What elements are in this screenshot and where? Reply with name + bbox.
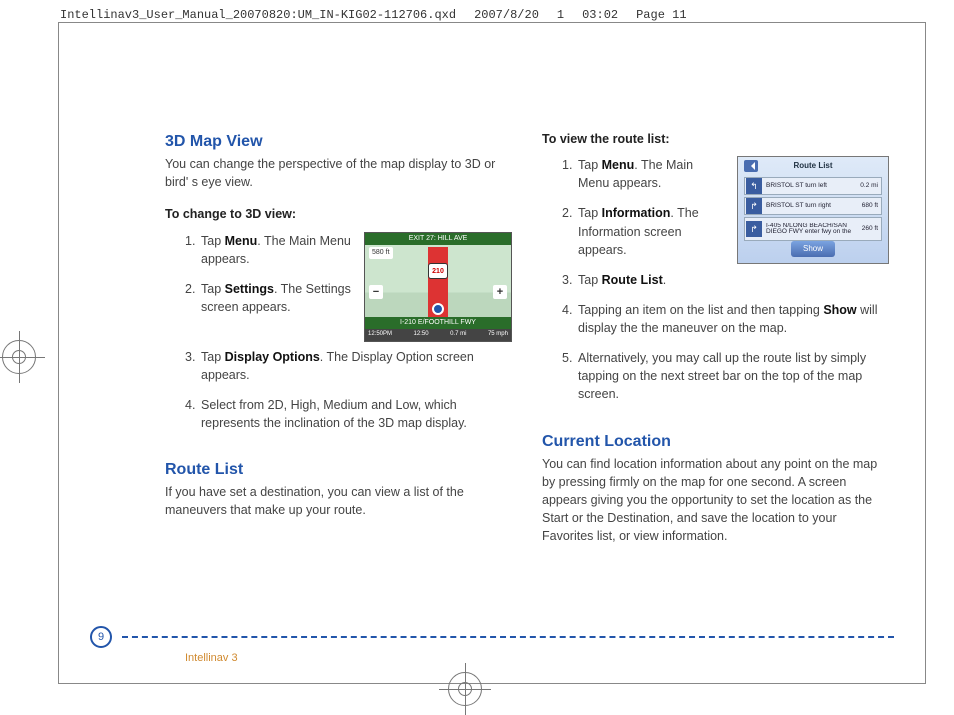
header-seq: 1 bbox=[557, 8, 564, 22]
subhead-view-route-list: To view the route list: bbox=[542, 130, 889, 148]
registration-mark-left bbox=[2, 340, 36, 374]
step-2: 2.Tap Information. The Information scree… bbox=[562, 204, 889, 258]
map-bottom-street: I-210 E/FOOTHILL FWY bbox=[365, 317, 511, 329]
step-3: 3. Tap Display Options. The Display Opti… bbox=[185, 348, 512, 384]
step-3: 3.Tap Route List. bbox=[562, 271, 889, 289]
heading-3d-map-view: 3D Map View bbox=[165, 130, 512, 153]
column-left: 3D Map View You can change the perspecti… bbox=[165, 130, 512, 559]
steps-route-list-cont: 3.Tap Route List. 4.Tapping an item on t… bbox=[542, 271, 889, 404]
step-2: 2.Tap Settings. The Settings screen appe… bbox=[185, 280, 512, 316]
step-4: 4. Select from 2D, High, Medium and Low,… bbox=[185, 396, 512, 432]
registration-mark-bottom bbox=[448, 672, 482, 706]
header-time: 03:02 bbox=[582, 8, 618, 22]
page-footer: 9 bbox=[90, 626, 894, 648]
status-speed: 75 mph bbox=[488, 330, 508, 339]
intro-3d: You can change the perspective of the ma… bbox=[165, 155, 512, 191]
step-4: 4.Tapping an item on the list and then t… bbox=[562, 301, 889, 337]
map-status-bar: 12:50PM 12:50 0.7 mi 75 mph bbox=[365, 329, 511, 341]
steps-3d-view-cont: 3. Tap Display Options. The Display Opti… bbox=[165, 348, 512, 433]
subhead-change-3d: To change to 3D view: bbox=[165, 205, 512, 223]
intro-current-location: You can find location information about … bbox=[542, 455, 889, 546]
status-time: 12:50PM bbox=[368, 330, 392, 339]
intro-route-list: If you have set a destination, you can v… bbox=[165, 483, 512, 519]
page-number-badge: 9 bbox=[90, 626, 112, 648]
footer-dashes bbox=[122, 636, 894, 638]
product-name: Intellinav 3 bbox=[185, 652, 238, 664]
step-5: 5. Alternatively, you may call up the ro… bbox=[562, 349, 889, 403]
step-1: 1.Tap Menu. The Main Menu appears. bbox=[185, 232, 512, 268]
page-content: 3D Map View You can change the perspecti… bbox=[165, 130, 889, 559]
status-dist: 0.7 mi bbox=[450, 330, 466, 339]
heading-route-list: Route List bbox=[165, 458, 512, 481]
step-1: 1.Tap Menu. The Main Menu appears. bbox=[562, 156, 889, 192]
status-eta: 12:50 bbox=[414, 330, 429, 339]
steps-route-list: 1.Tap Menu. The Main Menu appears. 2.Tap… bbox=[542, 156, 889, 259]
header-file: Intellinav3_User_Manual_20070820:UM_IN-K… bbox=[60, 8, 456, 22]
print-header: Intellinav3_User_Manual_20070820:UM_IN-K… bbox=[60, 8, 914, 22]
column-right: To view the route list: Route List ▲ ▼ ↰… bbox=[542, 130, 889, 559]
header-page: Page 11 bbox=[636, 8, 686, 22]
heading-current-location: Current Location bbox=[542, 430, 889, 453]
header-date: 2007/8/20 bbox=[474, 8, 539, 22]
